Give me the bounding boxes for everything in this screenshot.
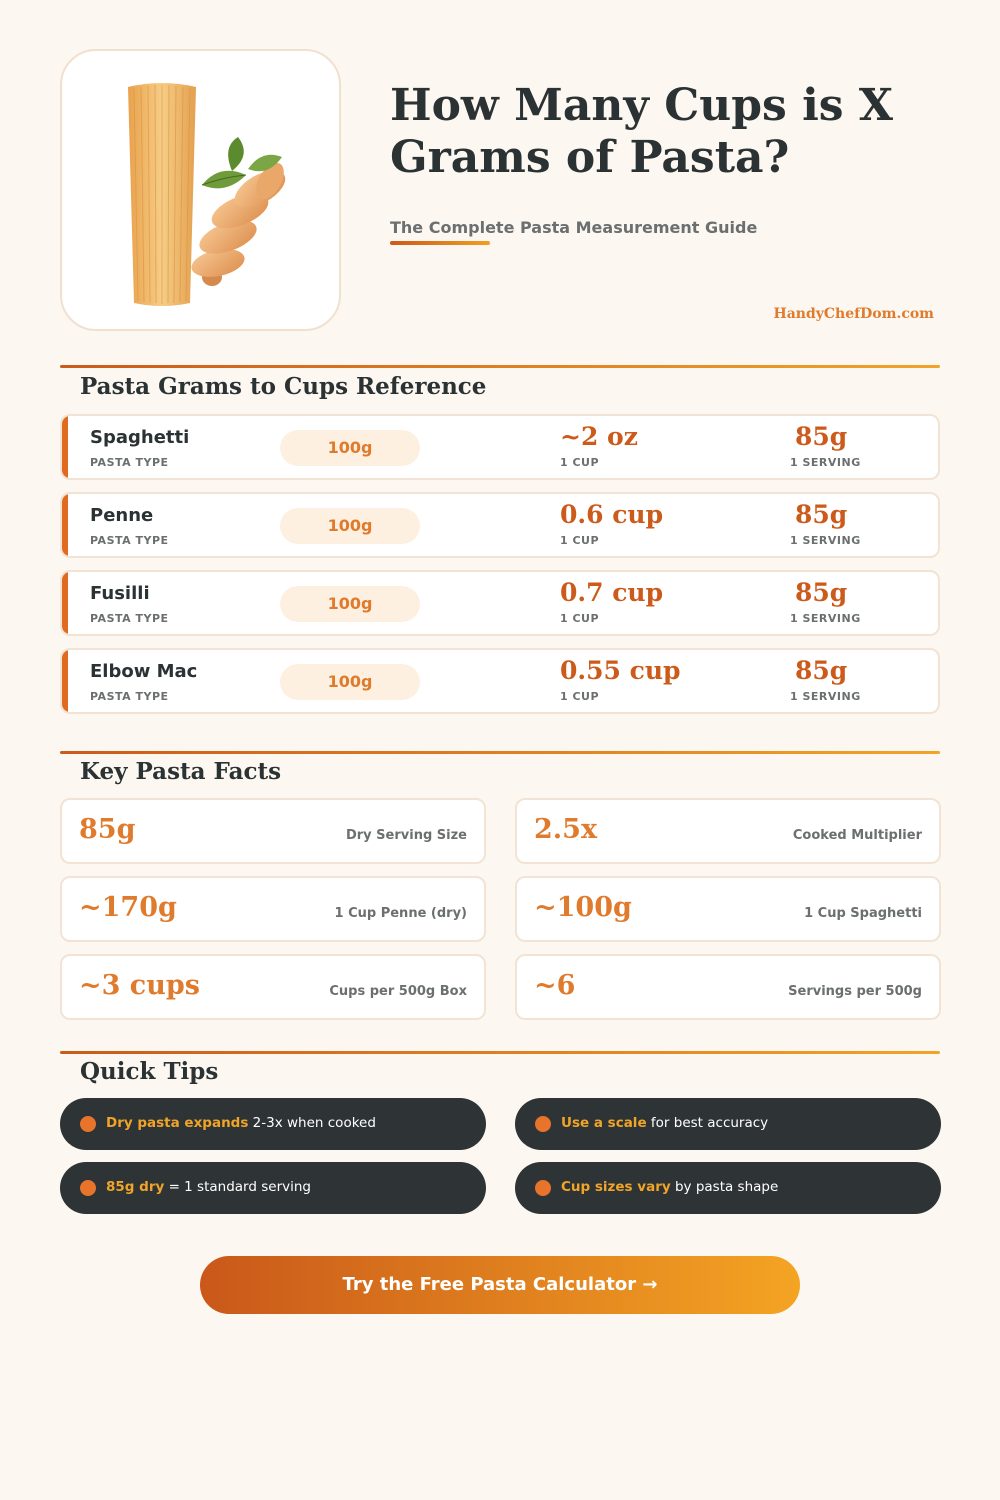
row-accent-bar bbox=[62, 494, 68, 556]
fact-value: ~170g bbox=[79, 892, 177, 923]
serving-value: 85g bbox=[795, 500, 848, 529]
reference-section-title: Pasta Grams to Cups Reference bbox=[80, 373, 487, 400]
grams-pill: 100g bbox=[280, 586, 420, 622]
cups-value: 0.6 cup bbox=[560, 500, 664, 529]
fact-label: 1 Cup Penne (dry) bbox=[334, 906, 467, 921]
cups-label: 1 CUP bbox=[560, 612, 600, 625]
tip-text: Cup sizes vary by pasta shape bbox=[561, 1179, 778, 1195]
table-row: Fusilli PASTA TYPE 100g 0.7 cup 1 CUP 85… bbox=[60, 570, 940, 636]
row-accent-bar bbox=[62, 650, 68, 712]
cups-value: ~2 oz bbox=[560, 422, 638, 451]
fact-card: ~170g 1 Cup Penne (dry) bbox=[60, 876, 486, 942]
fact-label: Dry Serving Size bbox=[345, 828, 467, 843]
fact-label: Servings per 500g bbox=[788, 984, 922, 999]
pasta-name: Spaghetti bbox=[90, 427, 190, 448]
tip-rest: 2-3x when cooked bbox=[248, 1115, 376, 1131]
fact-card: ~3 cups Cups per 500g Box bbox=[60, 954, 486, 1020]
section-divider bbox=[60, 1051, 940, 1054]
fact-value: 2.5x bbox=[534, 814, 598, 845]
facts-section-title: Key Pasta Facts bbox=[80, 758, 282, 785]
tip-pill: Cup sizes vary by pasta shape bbox=[515, 1162, 941, 1214]
pasta-type-label: PASTA TYPE bbox=[90, 612, 169, 625]
pasta-type-label: PASTA TYPE bbox=[90, 690, 169, 703]
fact-card: 2.5x Cooked Multiplier bbox=[515, 798, 941, 864]
fact-value: 85g bbox=[79, 814, 136, 845]
tip-text: 85g dry = 1 standard serving bbox=[106, 1179, 311, 1195]
cups-label: 1 CUP bbox=[560, 534, 600, 547]
fact-label: Cooked Multiplier bbox=[792, 828, 922, 843]
tip-text: Dry pasta expands 2-3x when cooked bbox=[106, 1115, 376, 1131]
page-title: How Many Cups is X Grams of Pasta? bbox=[390, 80, 894, 183]
table-row: Penne PASTA TYPE 100g 0.6 cup 1 CUP 85g … bbox=[60, 492, 940, 558]
bullet-dot-icon bbox=[80, 1180, 96, 1196]
pasta-illustration-icon bbox=[128, 83, 286, 306]
serving-label: 1 SERVING bbox=[790, 690, 861, 703]
fact-value: ~6 bbox=[534, 970, 576, 1001]
serving-label: 1 SERVING bbox=[790, 612, 861, 625]
tip-rest: by pasta shape bbox=[670, 1179, 779, 1195]
fact-label: Cups per 500g Box bbox=[329, 984, 467, 999]
pasta-calculator-button[interactable]: Try the Free Pasta Calculator → bbox=[200, 1256, 800, 1314]
cups-value: 0.7 cup bbox=[560, 578, 664, 607]
grams-pill: 100g bbox=[280, 508, 420, 544]
fact-card: ~100g 1 Cup Spaghetti bbox=[515, 876, 941, 942]
table-row: Spaghetti PASTA TYPE 100g ~2 oz 1 CUP 85… bbox=[60, 414, 940, 480]
tip-highlight: 85g dry bbox=[106, 1179, 165, 1195]
bullet-dot-icon bbox=[535, 1116, 551, 1132]
site-link[interactable]: HandyChefDom.com bbox=[773, 306, 935, 322]
fact-card: ~6 Servings per 500g bbox=[515, 954, 941, 1020]
tip-highlight: Use a scale bbox=[561, 1115, 647, 1131]
cups-label: 1 CUP bbox=[560, 690, 600, 703]
tip-pill: Dry pasta expands 2-3x when cooked bbox=[60, 1098, 486, 1150]
fact-value: ~100g bbox=[534, 892, 632, 923]
tip-highlight: Cup sizes vary bbox=[561, 1179, 671, 1195]
cups-value: 0.55 cup bbox=[560, 656, 681, 685]
grams-pill: 100g bbox=[280, 664, 420, 700]
page-subtitle: The Complete Pasta Measurement Guide bbox=[390, 218, 758, 237]
pasta-type-label: PASTA TYPE bbox=[90, 534, 169, 547]
section-divider bbox=[60, 751, 940, 754]
tip-rest: = 1 standard serving bbox=[164, 1179, 311, 1195]
fact-value: ~3 cups bbox=[79, 970, 200, 1001]
serving-value: 85g bbox=[795, 422, 848, 451]
tip-pill: Use a scale for best accuracy bbox=[515, 1098, 941, 1150]
pasta-name: Elbow Mac bbox=[90, 661, 198, 682]
tip-rest: for best accuracy bbox=[646, 1115, 769, 1131]
bullet-dot-icon bbox=[535, 1180, 551, 1196]
tip-text: Use a scale for best accuracy bbox=[561, 1115, 768, 1131]
tip-highlight: Dry pasta expands bbox=[106, 1115, 249, 1131]
serving-value: 85g bbox=[795, 578, 848, 607]
tips-section-title: Quick Tips bbox=[80, 1058, 219, 1085]
serving-label: 1 SERVING bbox=[790, 456, 861, 469]
row-accent-bar bbox=[62, 416, 68, 478]
serving-value: 85g bbox=[795, 656, 848, 685]
fact-card: 85g Dry Serving Size bbox=[60, 798, 486, 864]
pasta-name: Fusilli bbox=[90, 583, 150, 604]
row-accent-bar bbox=[62, 572, 68, 634]
grams-pill: 100g bbox=[280, 430, 420, 466]
subtitle-underline bbox=[390, 241, 490, 245]
pasta-type-label: PASTA TYPE bbox=[90, 456, 169, 469]
pasta-name: Penne bbox=[90, 505, 154, 526]
hero-image-card bbox=[60, 49, 341, 331]
table-row: Elbow Mac PASTA TYPE 100g 0.55 cup 1 CUP… bbox=[60, 648, 940, 714]
tip-pill: 85g dry = 1 standard serving bbox=[60, 1162, 486, 1214]
serving-label: 1 SERVING bbox=[790, 534, 861, 547]
section-divider bbox=[60, 365, 940, 368]
fact-label: 1 Cup Spaghetti bbox=[804, 906, 922, 921]
cups-label: 1 CUP bbox=[560, 456, 600, 469]
bullet-dot-icon bbox=[80, 1116, 96, 1132]
